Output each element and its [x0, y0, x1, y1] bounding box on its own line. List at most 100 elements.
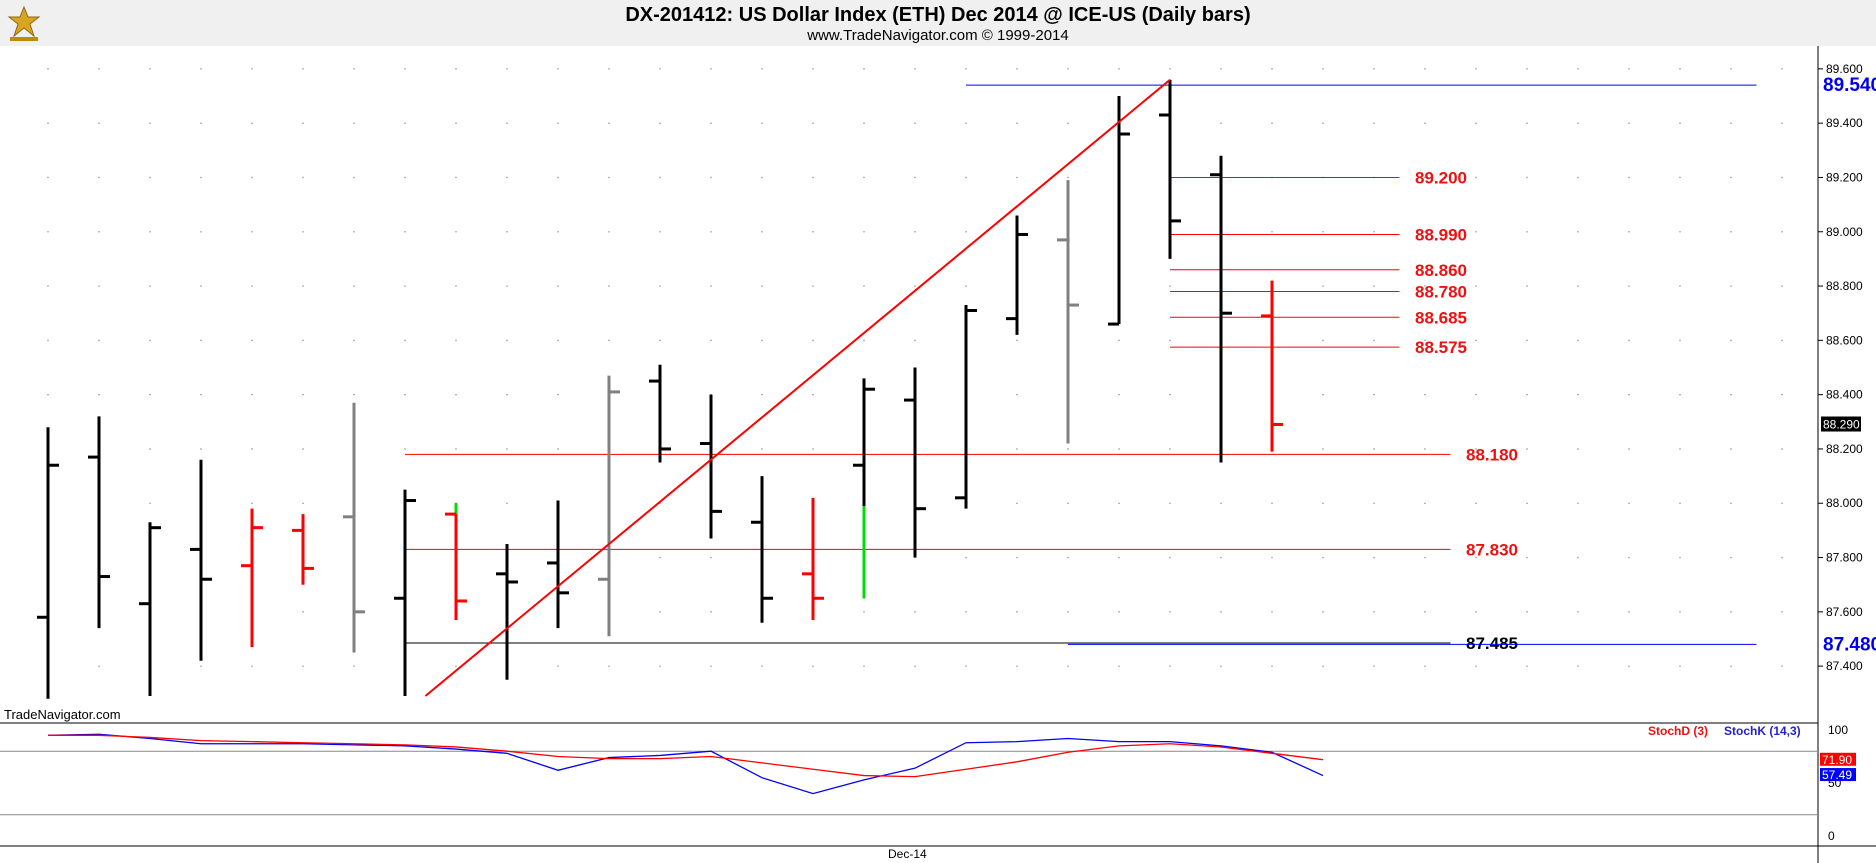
grid-dot — [1067, 448, 1069, 450]
grid-dot — [251, 502, 253, 505]
grid-dot — [353, 393, 355, 396]
grid-dot — [1679, 393, 1681, 396]
grid-dot — [1577, 285, 1579, 287]
grid-dot — [149, 339, 151, 342]
grid-dot — [1781, 556, 1783, 559]
grid-dot — [1577, 339, 1579, 342]
grid-dot — [1628, 665, 1630, 667]
grid-dot — [761, 285, 763, 287]
grid-dot — [863, 611, 865, 613]
grid-dot — [914, 665, 916, 667]
grid-dot — [761, 122, 763, 124]
grid-dot — [1067, 556, 1069, 559]
grid-dot — [1322, 339, 1324, 342]
grid-dot — [302, 502, 304, 505]
grid-dot — [863, 122, 865, 124]
grid-dot — [149, 230, 151, 233]
grid-dot — [863, 68, 865, 70]
grid-dot — [557, 448, 559, 450]
grid-dot — [710, 556, 712, 559]
grid-dot — [710, 122, 712, 124]
grid-dot — [98, 122, 100, 124]
grid-dot — [1271, 611, 1273, 613]
grid-dot — [863, 665, 865, 667]
grid-dot — [1373, 339, 1375, 342]
grid-dot — [1781, 68, 1783, 70]
grid-dot — [1781, 665, 1783, 667]
grid-dot — [353, 230, 355, 233]
grid-dot — [659, 611, 661, 613]
grid-dot — [200, 339, 202, 342]
grid-dot — [812, 68, 814, 70]
grid-dot — [1730, 339, 1732, 342]
grid-dot — [608, 285, 610, 287]
grid-dot — [1016, 393, 1018, 396]
grid-dot — [455, 176, 457, 179]
grid-dot — [506, 448, 508, 450]
grid-dot — [1424, 502, 1426, 505]
grid-dot — [863, 285, 865, 287]
grid-dot — [761, 393, 763, 396]
grid-dot — [1475, 285, 1477, 287]
grid-dot — [1067, 502, 1069, 505]
grid-dot — [149, 68, 151, 70]
grid-dot — [1424, 556, 1426, 559]
level-label: 87.830 — [1466, 540, 1518, 559]
grid-dot — [812, 176, 814, 179]
grid-dot — [659, 556, 661, 559]
grid-dot — [1781, 339, 1783, 342]
grid-dot — [302, 122, 304, 124]
grid-dot — [1628, 122, 1630, 124]
grid-dot — [98, 665, 100, 667]
level-label: 87.485 — [1466, 634, 1518, 653]
grid-dot — [251, 448, 253, 450]
grid-dot — [353, 665, 355, 667]
grid-dot — [1730, 502, 1732, 505]
grid-dot — [1577, 611, 1579, 613]
grid-dot — [1118, 556, 1120, 559]
grid-dot — [1577, 448, 1579, 450]
grid-dot — [1271, 556, 1273, 559]
grid-dot — [302, 230, 304, 233]
grid-dot — [506, 502, 508, 505]
grid-dot — [1373, 285, 1375, 287]
stoch-tick-label: 0 — [1828, 829, 1835, 843]
grid-dot — [965, 285, 967, 287]
grid-dot — [659, 339, 661, 342]
grid-dot — [557, 122, 559, 124]
grid-dot — [1730, 665, 1732, 667]
grid-dot — [1169, 665, 1171, 667]
grid-dot — [1373, 68, 1375, 70]
grid-dot — [608, 665, 610, 667]
grid-dot — [557, 285, 559, 287]
grid-dot — [1067, 68, 1069, 70]
grid-dot — [659, 176, 661, 179]
grid-dot — [761, 230, 763, 233]
grid-dot — [1679, 611, 1681, 613]
grid-dot — [251, 665, 253, 667]
grid-dot — [1373, 502, 1375, 505]
grid-dot — [1628, 68, 1630, 70]
grid-dot — [1169, 448, 1171, 450]
grid-dot — [1781, 122, 1783, 124]
chart-title: DX-201412: US Dollar Index (ETH) Dec 201… — [625, 4, 1251, 26]
grid-dot — [1169, 611, 1171, 613]
grid-dot — [1016, 448, 1018, 450]
grid-dot — [506, 285, 508, 287]
grid-dot — [965, 665, 967, 667]
grid-dot — [1730, 285, 1732, 287]
grid-dot — [1577, 556, 1579, 559]
grid-dot — [965, 556, 967, 559]
grid-dot — [1475, 611, 1477, 613]
grid-dot — [812, 122, 814, 124]
grid-dot — [608, 122, 610, 124]
grid-dot — [1526, 230, 1528, 233]
grid-dot — [98, 285, 100, 287]
price-tick-label: 89.000 — [1826, 225, 1863, 239]
grid-dot — [506, 176, 508, 179]
chart-subtitle: www.TradeNavigator.com © 1999-2014 — [807, 27, 1069, 44]
grid-dot — [1526, 122, 1528, 124]
grid-dot — [404, 285, 406, 287]
grid-dot — [1679, 665, 1681, 667]
grid-dot — [1781, 611, 1783, 613]
